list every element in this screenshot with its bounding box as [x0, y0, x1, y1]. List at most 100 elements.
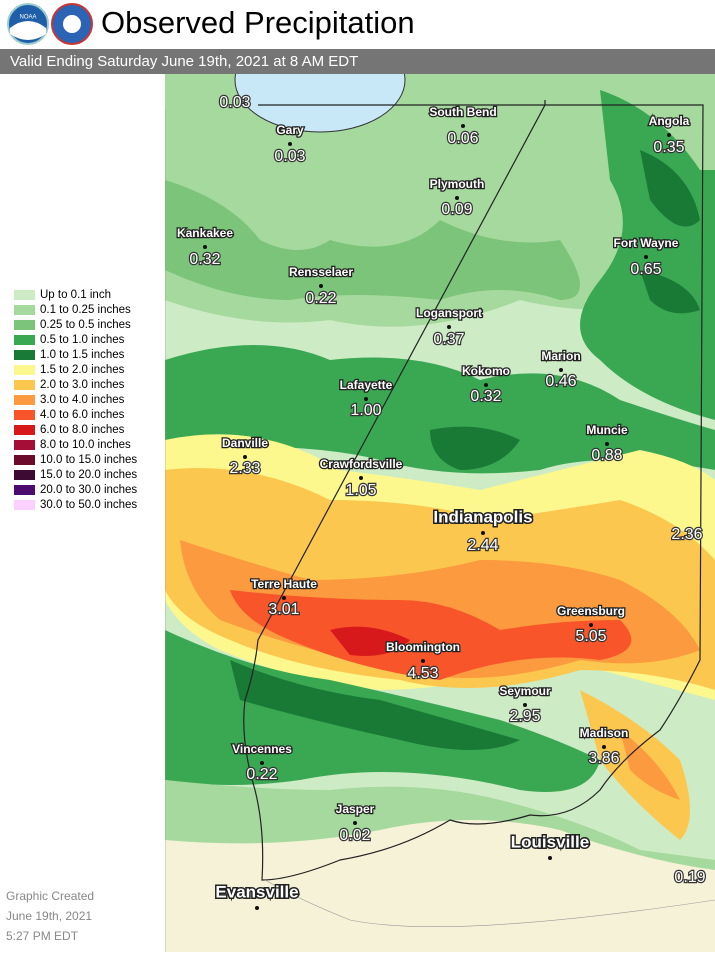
- legend-swatch: [14, 455, 35, 465]
- city-dot: [602, 745, 606, 749]
- precip-value: 0.65: [630, 261, 661, 278]
- logo-text: NOAA: [19, 15, 36, 21]
- legend-label: 1.5 to 2.0 inches: [40, 364, 125, 376]
- footer-text: Graphic Created: [6, 889, 94, 903]
- city-dot: [667, 133, 671, 137]
- city-name: Gary: [276, 123, 304, 137]
- city-dot: [605, 442, 609, 446]
- legend-swatch: [14, 395, 35, 405]
- city-name: Rensselaer: [289, 265, 353, 279]
- city-name: Indianapolis: [433, 507, 532, 526]
- legend-swatch: [14, 485, 35, 495]
- city-dot: [523, 703, 527, 707]
- legend-label: 20.0 to 30.0 inches: [40, 484, 137, 496]
- precip-value: 0.02: [339, 827, 370, 844]
- city-dot: [455, 196, 459, 200]
- city-dot: [288, 142, 292, 146]
- city-name: Louisville: [511, 832, 589, 851]
- legend-label: 0.5 to 1.0 inches: [40, 334, 125, 346]
- footer-text: 5:27 PM EDT: [6, 929, 79, 943]
- legend-swatch: [14, 350, 35, 360]
- precip-value: 0.09: [441, 201, 472, 218]
- precip-value: 1.00: [350, 402, 381, 419]
- city-dot: [589, 623, 593, 627]
- city-dot: [559, 368, 563, 372]
- legend-swatch: [14, 470, 35, 480]
- precip-value: 3.01: [268, 601, 299, 618]
- city-dot: [359, 476, 363, 480]
- city-name: Greensburg: [557, 604, 625, 618]
- city-name: Seymour: [499, 684, 551, 698]
- precip-value: 0.32: [189, 251, 220, 268]
- precip-value: 2.33: [229, 460, 260, 477]
- legend-label: 6.0 to 8.0 inches: [40, 424, 125, 436]
- legend-swatch: [14, 305, 35, 315]
- legend-label: 2.0 to 3.0 inches: [40, 379, 125, 391]
- city-dot: [644, 255, 648, 259]
- city-dot: [260, 761, 264, 765]
- legend-swatch: [14, 290, 35, 300]
- city-dot: [481, 531, 485, 535]
- subtitle: Valid Ending Saturday June 19th, 2021 at…: [10, 53, 358, 70]
- city-dot: [319, 284, 323, 288]
- city-name: Lafayette: [340, 378, 393, 392]
- precip-value: 2.44: [467, 537, 498, 554]
- city-name: Crawfordsville: [320, 457, 403, 471]
- city-labels: 0.03 Gary 0.03 South Bend 0.06 Angola 0.35 Plym…: [176, 93, 707, 910]
- city-dot: [243, 455, 247, 459]
- city-name: Vincennes: [232, 742, 292, 756]
- footer: Graphic Created June 19th, 2021 5:27 PM ED…: [6, 889, 94, 943]
- city-name: Fort Wayne: [614, 236, 679, 250]
- legend-label: 4.0 to 6.0 inches: [40, 409, 125, 421]
- city-name: Madison: [580, 726, 629, 740]
- footer-text: June 19th, 2021: [6, 909, 92, 923]
- legend-label: 10.0 to 15.0 inches: [40, 454, 137, 466]
- city-dot: [353, 821, 357, 825]
- precip-value: 3.86: [588, 750, 619, 767]
- city-name: Logansport: [416, 306, 482, 320]
- legend-label: 15.0 to 20.0 inches: [40, 469, 137, 481]
- legend-label: 0.1 to 0.25 inches: [40, 304, 131, 316]
- legend-label: 3.0 to 4.0 inches: [40, 394, 125, 406]
- legend-swatch: [14, 440, 35, 450]
- precip-value: 0.35: [653, 139, 684, 156]
- city-name: Jasper: [336, 802, 375, 816]
- precip-value: 0.19: [674, 869, 705, 886]
- precip-value: 2.36: [671, 526, 702, 543]
- precip-value: 4.53: [407, 665, 438, 682]
- logo-wave: [10, 21, 46, 40]
- legend-label: 30.0 to 50.0 inches: [40, 499, 137, 511]
- city-dot: [548, 856, 552, 860]
- title: Observed Precipitation: [101, 5, 415, 40]
- legend-swatch: [14, 320, 35, 330]
- city-name: Evansville: [215, 882, 298, 901]
- precip-value: 0.22: [246, 766, 277, 783]
- city-dot: [364, 397, 368, 401]
- legend: Up to 0.1 inch 0.1 to 0.25 inches 0.25 to …: [14, 289, 137, 511]
- legend-swatch: [14, 425, 35, 435]
- precip-value: 0.22: [305, 290, 336, 307]
- city-dot: [203, 245, 207, 249]
- precip-value: 0.03: [219, 94, 250, 111]
- legend-label: Up to 0.1 inch: [40, 289, 111, 301]
- legend-label: 8.0 to 10.0 inches: [40, 439, 131, 451]
- city-dot: [255, 906, 259, 910]
- legend-swatch: [14, 335, 35, 345]
- city-name: Kankakee: [177, 226, 233, 240]
- city-name: Bloomington: [386, 640, 460, 654]
- precip-value: 1.05: [345, 482, 376, 499]
- city-name: Marion: [541, 349, 580, 363]
- precip-value: 0.03: [274, 148, 305, 165]
- legend-label: 0.25 to 0.5 inches: [40, 319, 131, 331]
- precip-value: 5.05: [575, 628, 606, 645]
- city-dot: [484, 383, 488, 387]
- precip-value: 0.06: [447, 130, 478, 147]
- legend-swatch: [14, 365, 35, 375]
- subtitle-bar: [0, 49, 715, 74]
- city-name: South Bend: [429, 105, 496, 119]
- city-name: Muncie: [586, 423, 628, 437]
- precip-value: 0.88: [591, 447, 622, 464]
- legend-swatch: [14, 500, 35, 510]
- precip-value: 0.46: [545, 373, 576, 390]
